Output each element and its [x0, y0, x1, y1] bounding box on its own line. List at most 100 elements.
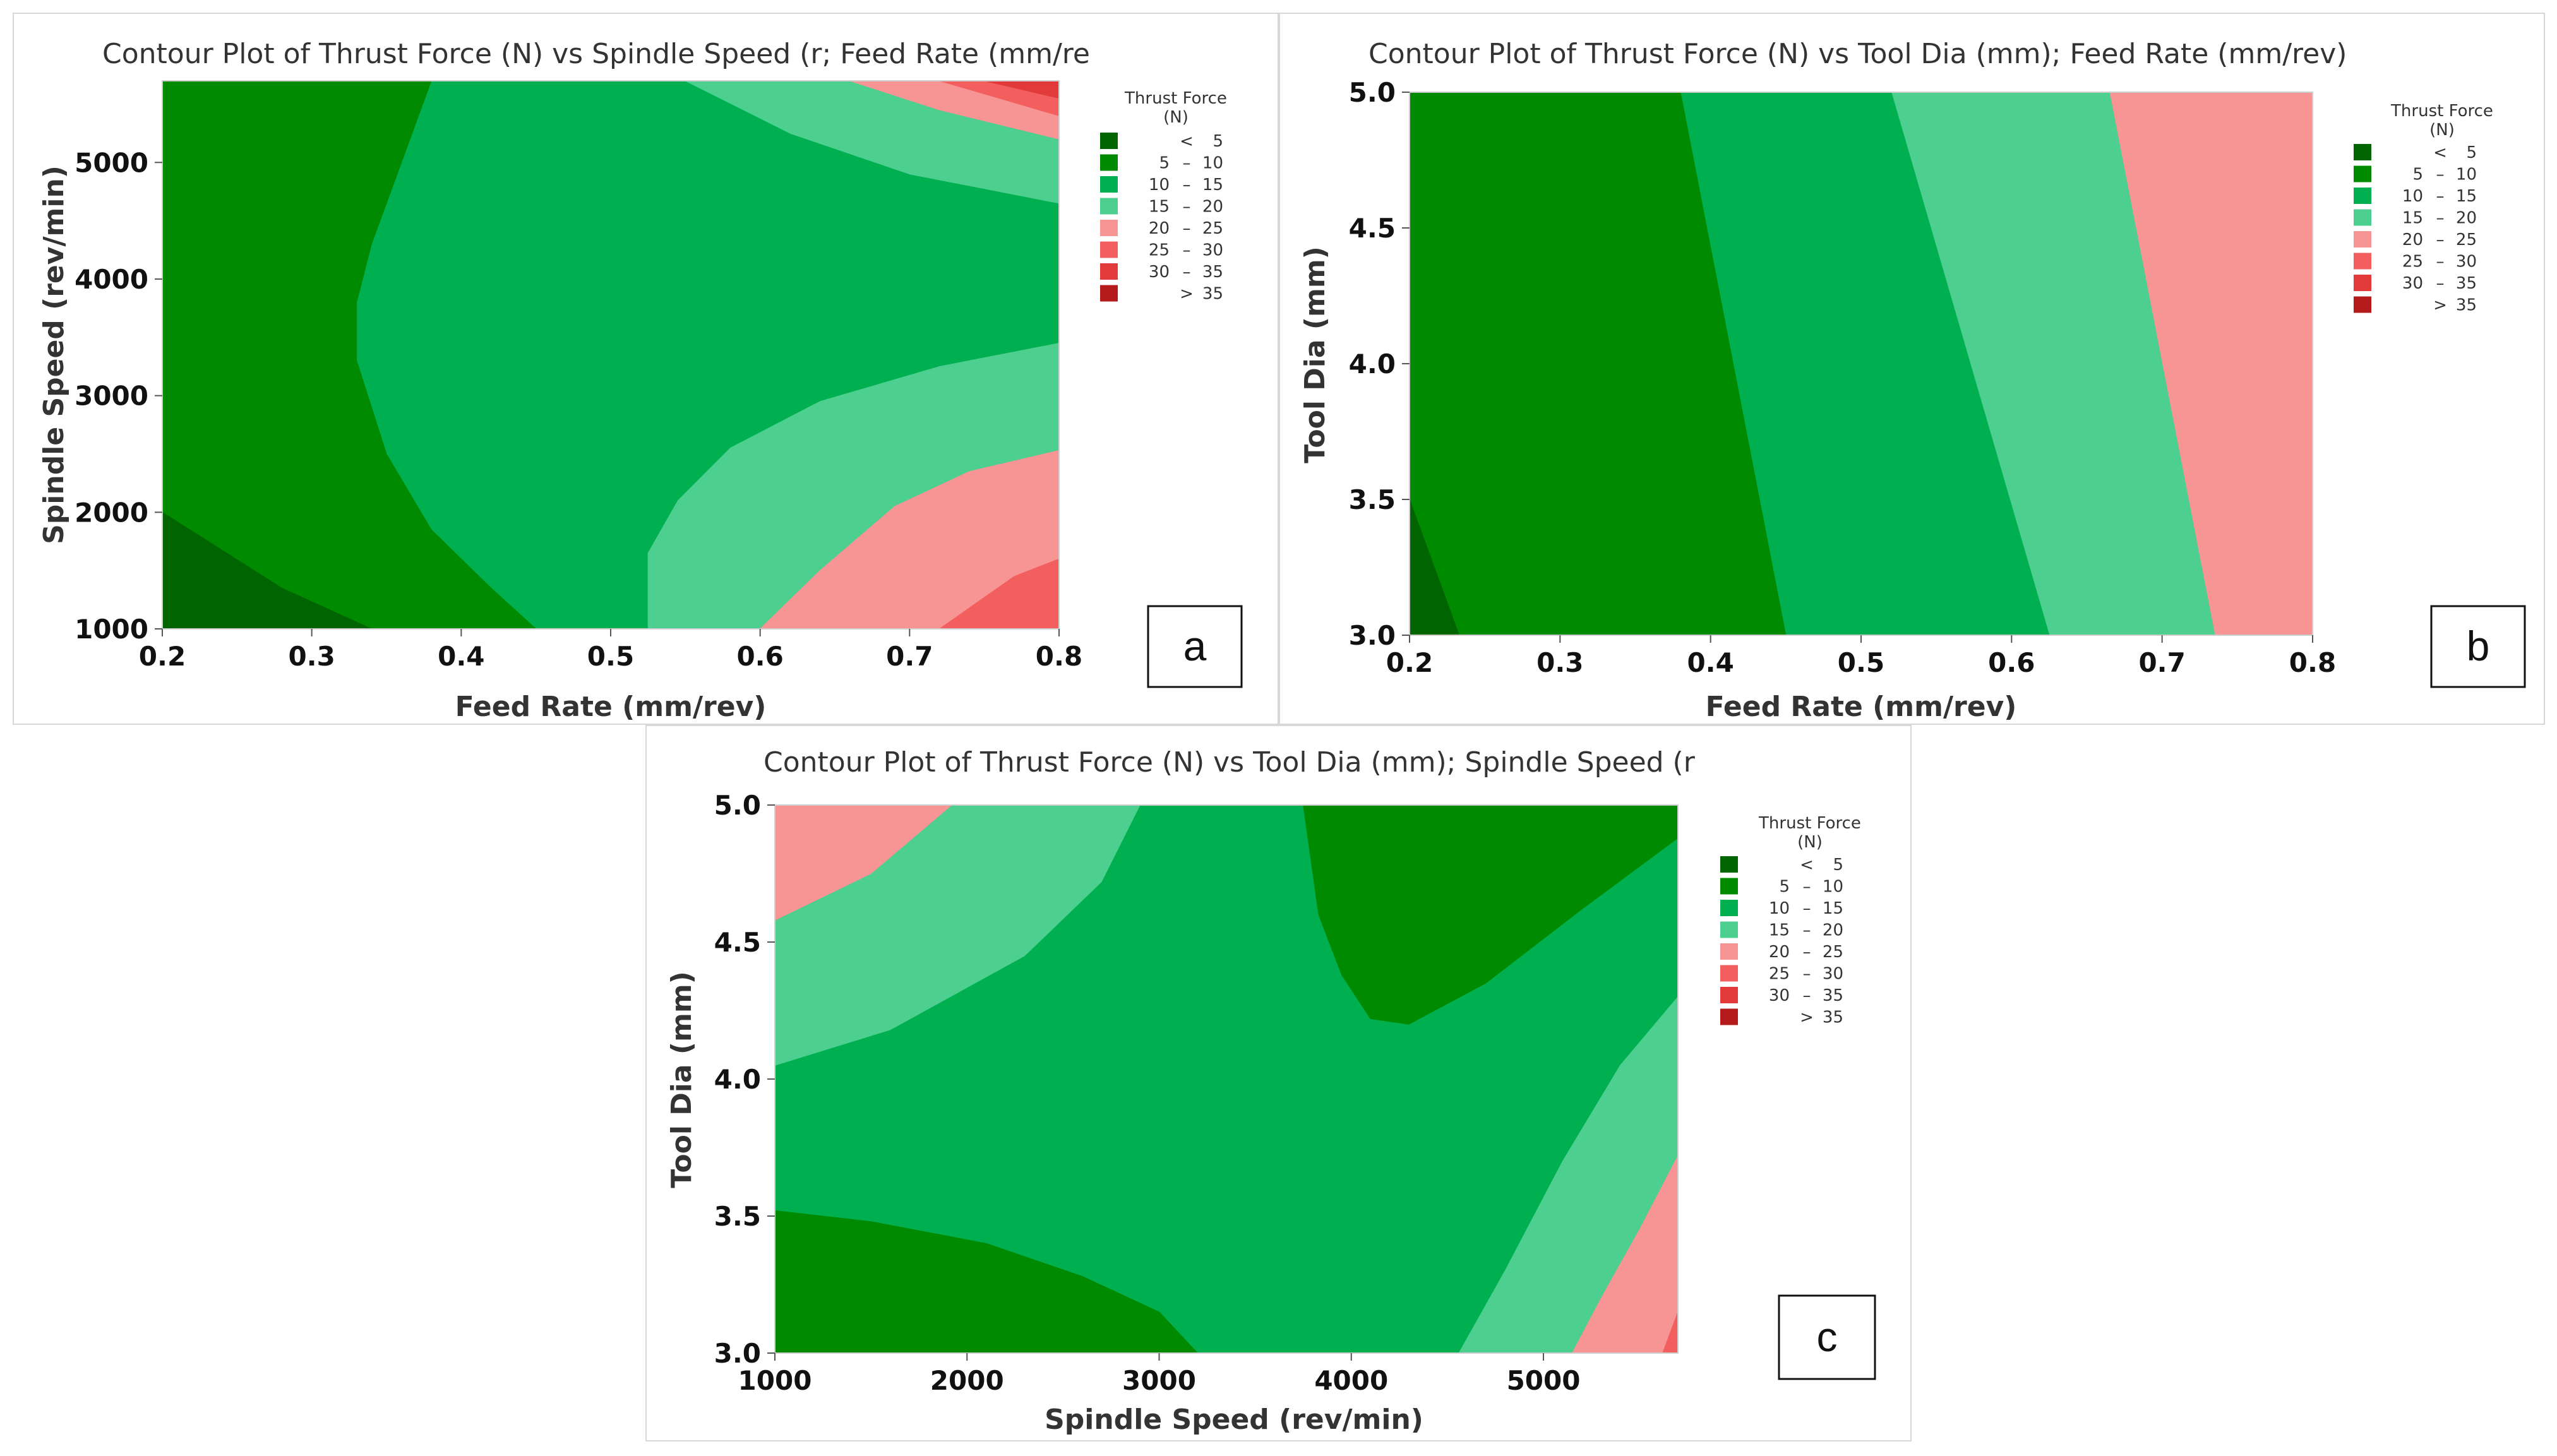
legend-range-high: 15 [1202, 176, 1223, 194]
legend-swatch [1100, 263, 1118, 280]
y-tick-label: 1000 [75, 614, 148, 645]
x-tick-label: 0.7 [2138, 647, 2185, 678]
legend-range-high: 20 [2456, 209, 2477, 228]
legend-range-low: 25 [2402, 253, 2423, 272]
legend-range-op: – [1183, 263, 1191, 282]
legend-range-high: 10 [2456, 165, 2477, 184]
x-tick-label: 0.6 [1988, 647, 2035, 678]
legend-range-low: 25 [1769, 965, 1790, 984]
x-tick-label: 0.5 [1838, 647, 1884, 678]
legend-range-high: 10 [1202, 154, 1223, 173]
legend-range-op: – [2436, 209, 2445, 228]
y-tick-label: 4.0 [1349, 349, 1396, 379]
panel-letter-box [1147, 605, 1243, 688]
legend-swatch [1100, 241, 1118, 258]
legend-range-low: 20 [2402, 230, 2423, 249]
x-tick-label: 0.2 [1386, 647, 1433, 678]
plot-area [1409, 92, 2313, 636]
legend-swatch [2354, 275, 2371, 291]
legend-range-op: < [1800, 856, 1814, 874]
legend-range-high: 35 [1823, 1008, 1843, 1027]
x-tick-label: 0.3 [288, 641, 335, 672]
legend-range-op: – [1803, 878, 1811, 897]
panel-c: Contour Plot of Thrust Force (N) vs Tool… [645, 725, 1912, 1441]
legend-range-op: > [2433, 296, 2447, 315]
legend-range-high: 5 [2466, 143, 2477, 162]
legend-range-high: 10 [1823, 878, 1843, 897]
legend-swatch [2354, 253, 2371, 270]
x-axis-label: Feed Rate (mm/rev) [455, 691, 767, 723]
legend-swatch [1720, 878, 1738, 895]
legend-swatch [2354, 209, 2371, 226]
panel-letter-box [2430, 605, 2526, 688]
plot-area [774, 804, 1679, 1354]
contour-plot-c: Contour Plot of Thrust Force (N) vs Tool… [666, 746, 1876, 1436]
legend-range-op: – [2436, 274, 2445, 293]
panel-a: Contour Plot of Thrust Force (N) vs Spin… [13, 13, 1279, 725]
legend: Thrust Force (N) <55–1010–1515–2020–2525… [1720, 814, 1861, 1027]
legend-range-high: 30 [1202, 241, 1223, 260]
legend-range-high: 35 [2456, 274, 2477, 293]
x-tick-label: 2000 [930, 1365, 1004, 1396]
x-tick-label: 0.2 [139, 641, 186, 672]
x-tick-label: 0.4 [1687, 647, 1734, 678]
y-axis-label: Tool Dia (mm) [1299, 246, 1331, 463]
legend-range-op: – [1183, 198, 1191, 217]
legend-range-high: 25 [1823, 943, 1843, 962]
contour-plot-a: Contour Plot of Thrust Force (N) vs Spin… [38, 38, 1243, 723]
x-tick-label: 0.8 [1036, 641, 1082, 672]
panel-letter: b [2467, 623, 2490, 669]
legend-range-op: > [1800, 1008, 1814, 1027]
y-tick-label: 5.0 [1349, 77, 1396, 108]
x-tick-label: 1000 [738, 1365, 812, 1396]
legend-range-op: – [1183, 219, 1191, 238]
y-tick-label: 4000 [75, 264, 148, 295]
legend-range-op: – [1183, 241, 1191, 260]
legend-range-high: 5 [1833, 856, 1843, 874]
legend-range-high: 20 [1823, 921, 1843, 940]
legend-range-op: > [1180, 285, 1194, 304]
plot-title: Contour Plot of Thrust Force (N) vs Tool… [1368, 38, 2347, 70]
y-tick-label: 3000 [75, 381, 148, 412]
legend-swatch [1720, 900, 1738, 916]
y-tick-label: 4.5 [1349, 213, 1396, 244]
legend-range-high: 25 [1202, 219, 1223, 238]
legend-range-op: – [2436, 253, 2445, 272]
legend-swatch [1720, 943, 1738, 960]
legend-range-op: – [1803, 921, 1811, 940]
legend-range-low: 20 [1149, 219, 1170, 238]
x-axis-label: Feed Rate (mm/rev) [1706, 691, 2017, 723]
legend-swatch [2354, 188, 2371, 204]
x-tick-label: 0.7 [886, 641, 933, 672]
plot-title: Contour Plot of Thrust Force (N) vs Tool… [764, 746, 1696, 779]
x-tick-label: 5000 [1507, 1365, 1581, 1396]
y-tick-label: 5.0 [714, 790, 761, 821]
legend-range-op: – [1803, 899, 1811, 918]
legend-title-unit: (N) [1163, 108, 1189, 127]
x-tick-label: 0.4 [438, 641, 484, 672]
x-tick-label: 0.8 [2289, 647, 2336, 678]
legend-swatch [1100, 220, 1118, 236]
legend-range-high: 35 [1202, 285, 1223, 304]
legend-range-high: 15 [1823, 899, 1843, 918]
legend-swatch [1720, 965, 1738, 982]
legend-range-op: – [2436, 187, 2445, 206]
legend-range-low: 5 [1159, 154, 1170, 173]
legend-range-low: 20 [1769, 943, 1790, 962]
y-tick-label: 3.0 [714, 1338, 761, 1369]
legend-range-op: < [2433, 143, 2447, 162]
legend-range-op: – [1803, 943, 1811, 962]
legend-range-high: 20 [1202, 198, 1223, 217]
y-tick-label: 2000 [75, 497, 148, 528]
legend-title-unit: (N) [1797, 833, 1823, 852]
y-tick-label: 4.0 [714, 1064, 761, 1095]
legend-swatch [1720, 856, 1738, 873]
y-tick-label: 3.5 [714, 1201, 761, 1232]
x-tick-label: 0.6 [736, 641, 783, 672]
legend-range-high: 30 [2456, 253, 2477, 272]
legend-range-low: 30 [2402, 274, 2423, 293]
legend-title-unit: (N) [2429, 121, 2455, 140]
legend-range-op: – [1183, 176, 1191, 194]
x-tick-label: 4000 [1314, 1365, 1388, 1396]
legend-range-op: – [1803, 965, 1811, 984]
